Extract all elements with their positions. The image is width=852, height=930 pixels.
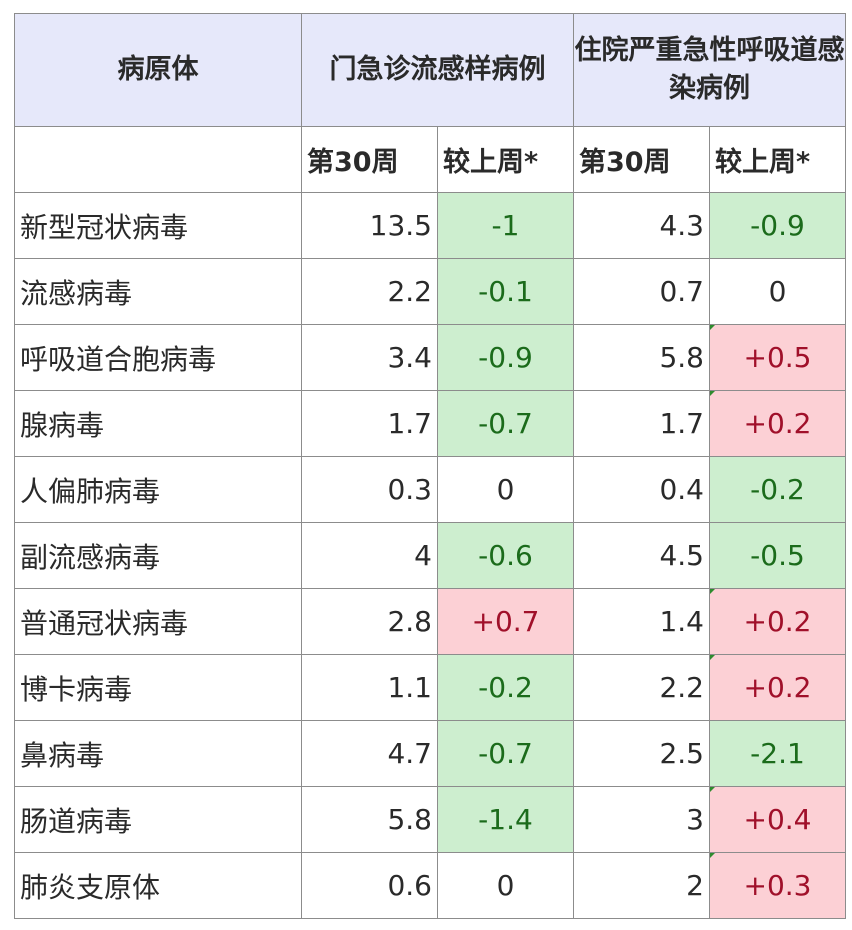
ip-change-cell[interactable]: -0.2 xyxy=(709,456,846,523)
ip-week-cell[interactable]: 4.5 xyxy=(573,522,710,589)
cell-error-indicator-icon xyxy=(710,655,715,660)
subheader-row: 第30周 较上周* 第30周 较上周* xyxy=(14,126,846,193)
op-change-cell[interactable]: -0.7 xyxy=(437,720,574,787)
table-row: 普通冠状病毒 2.8 +0.7 1.4 +0.2 xyxy=(14,588,846,655)
op-week-cell[interactable]: 4.7 xyxy=(301,720,438,787)
cell-error-indicator-icon xyxy=(710,787,715,792)
pathogen-name-cell[interactable]: 普通冠状病毒 xyxy=(14,588,302,655)
op-change-cell[interactable]: -0.2 xyxy=(437,654,574,721)
ip-change-cell[interactable]: +0.3 xyxy=(709,852,846,919)
op-week-cell[interactable]: 5.8 xyxy=(301,786,438,853)
ip-week-cell[interactable]: 0.4 xyxy=(573,456,710,523)
op-change-cell[interactable]: -0.7 xyxy=(437,390,574,457)
ip-change-cell[interactable]: +0.2 xyxy=(709,588,846,655)
pathogen-name-cell[interactable]: 博卡病毒 xyxy=(14,654,302,721)
subheader-op-week[interactable]: 第30周 xyxy=(301,126,438,193)
table-row: 呼吸道合胞病毒 3.4 -0.9 5.8 +0.5 xyxy=(14,324,846,391)
pathogen-name-cell[interactable]: 肺炎支原体 xyxy=(14,852,302,919)
ip-change-cell[interactable]: -0.9 xyxy=(709,192,846,259)
ip-change-cell[interactable]: +0.4 xyxy=(709,786,846,853)
op-change-cell[interactable]: 0 xyxy=(437,852,574,919)
op-week-cell[interactable]: 1.7 xyxy=(301,390,438,457)
table-row: 人偏肺病毒 0.3 0 0.4 -0.2 xyxy=(14,456,846,523)
op-week-cell[interactable]: 2.8 xyxy=(301,588,438,655)
ip-change-cell[interactable]: -2.1 xyxy=(709,720,846,787)
pathogen-name-cell[interactable]: 新型冠状病毒 xyxy=(14,192,302,259)
ip-change-cell[interactable]: +0.2 xyxy=(709,654,846,721)
op-change-cell[interactable]: +0.7 xyxy=(437,588,574,655)
pathogen-name-cell[interactable]: 呼吸道合胞病毒 xyxy=(14,324,302,391)
op-change-cell[interactable]: -0.9 xyxy=(437,324,574,391)
ip-week-cell[interactable]: 2.2 xyxy=(573,654,710,721)
table-row: 腺病毒 1.7 -0.7 1.7 +0.2 xyxy=(14,390,846,457)
pathogen-name-cell[interactable]: 人偏肺病毒 xyxy=(14,456,302,523)
ip-week-cell[interactable]: 1.7 xyxy=(573,390,710,457)
table-body: 新型冠状病毒 13.5 -1 4.3 -0.9 流感病毒 2.2 -0.1 0.… xyxy=(14,192,846,919)
table-row: 新型冠状病毒 13.5 -1 4.3 -0.9 xyxy=(14,192,846,259)
pathogen-name-cell[interactable]: 腺病毒 xyxy=(14,390,302,457)
subheader-ip-week[interactable]: 第30周 xyxy=(573,126,710,193)
pathogen-table: 病原体 门急诊流感样病例 住院严重急性呼吸道感染病例 第30周 较上周* 第30… xyxy=(14,13,846,919)
op-week-cell[interactable]: 0.6 xyxy=(301,852,438,919)
table-row: 流感病毒 2.2 -0.1 0.7 0 xyxy=(14,258,846,325)
ip-change-cell[interactable]: 0 xyxy=(709,258,846,325)
header-pathogen[interactable]: 病原体 xyxy=(14,13,302,127)
op-change-cell[interactable]: 0 xyxy=(437,456,574,523)
op-week-cell[interactable]: 2.2 xyxy=(301,258,438,325)
ip-change-cell[interactable]: -0.5 xyxy=(709,522,846,589)
pathogen-name-cell[interactable]: 副流感病毒 xyxy=(14,522,302,589)
header-outpatient[interactable]: 门急诊流感样病例 xyxy=(301,13,574,127)
table-row: 鼻病毒 4.7 -0.7 2.5 -2.1 xyxy=(14,720,846,787)
op-change-cell[interactable]: -1.4 xyxy=(437,786,574,853)
subheader-ip-change[interactable]: 较上周* xyxy=(709,126,846,193)
cell-error-indicator-icon xyxy=(710,391,715,396)
op-week-cell[interactable]: 4 xyxy=(301,522,438,589)
table-row: 博卡病毒 1.1 -0.2 2.2 +0.2 xyxy=(14,654,846,721)
pathogen-name-cell[interactable]: 鼻病毒 xyxy=(14,720,302,787)
ip-change-cell[interactable]: +0.5 xyxy=(709,324,846,391)
op-change-cell[interactable]: -1 xyxy=(437,192,574,259)
ip-week-cell[interactable]: 2.5 xyxy=(573,720,710,787)
table-row: 副流感病毒 4 -0.6 4.5 -0.5 xyxy=(14,522,846,589)
ip-week-cell[interactable]: 2 xyxy=(573,852,710,919)
op-week-cell[interactable]: 3.4 xyxy=(301,324,438,391)
op-change-cell[interactable]: -0.1 xyxy=(437,258,574,325)
spreadsheet-table-container: 病原体 门急诊流感样病例 住院严重急性呼吸道感染病例 第30周 较上周* 第30… xyxy=(14,13,846,919)
op-week-cell[interactable]: 1.1 xyxy=(301,654,438,721)
subheader-empty-cell[interactable] xyxy=(14,126,302,193)
subheader-op-change[interactable]: 较上周* xyxy=(437,126,574,193)
pathogen-name-cell[interactable]: 肠道病毒 xyxy=(14,786,302,853)
header-row: 病原体 门急诊流感样病例 住院严重急性呼吸道感染病例 xyxy=(14,13,846,127)
ip-week-cell[interactable]: 1.4 xyxy=(573,588,710,655)
ip-week-cell[interactable]: 5.8 xyxy=(573,324,710,391)
op-week-cell[interactable]: 0.3 xyxy=(301,456,438,523)
op-change-cell[interactable]: -0.6 xyxy=(437,522,574,589)
op-week-cell[interactable]: 13.5 xyxy=(301,192,438,259)
cell-error-indicator-icon xyxy=(710,325,715,330)
ip-week-cell[interactable]: 0.7 xyxy=(573,258,710,325)
table-row: 肠道病毒 5.8 -1.4 3 +0.4 xyxy=(14,786,846,853)
header-inpatient[interactable]: 住院严重急性呼吸道感染病例 xyxy=(573,13,846,127)
cell-error-indicator-icon xyxy=(710,589,715,594)
ip-week-cell[interactable]: 3 xyxy=(573,786,710,853)
ip-week-cell[interactable]: 4.3 xyxy=(573,192,710,259)
ip-change-cell[interactable]: +0.2 xyxy=(709,390,846,457)
table-row: 肺炎支原体 0.6 0 2 +0.3 xyxy=(14,852,846,919)
cell-error-indicator-icon xyxy=(710,853,715,858)
pathogen-name-cell[interactable]: 流感病毒 xyxy=(14,258,302,325)
